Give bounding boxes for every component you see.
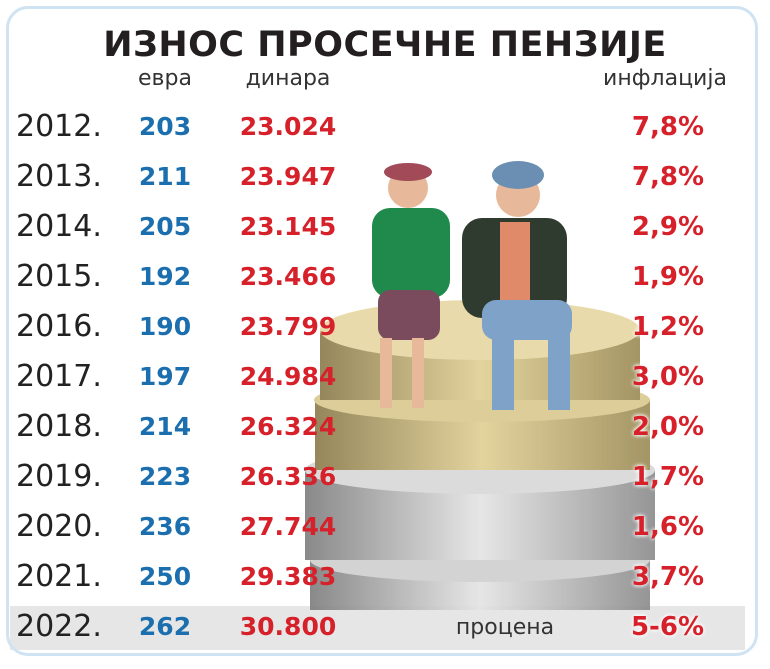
title: ИЗНОС ПРОСЕЧНЕ ПЕНЗИЈЕ [103,25,667,65]
inflation: 7,8% [631,162,704,192]
frame [6,6,758,656]
column-header: евра [138,66,192,91]
pension-eur: 236 [138,512,192,541]
pension-eur: 250 [138,562,192,591]
year: 2015. [16,259,102,294]
pension-eur: 262 [138,612,192,641]
pension-eur: 211 [138,162,192,191]
column-header: динара [245,66,331,91]
inflation: 2,9% [631,212,704,242]
column-header: инфлација [603,66,727,91]
pension-rsd: 23.799 [239,312,337,341]
year: 2021. [16,559,102,594]
pension-rsd: 23.947 [239,162,337,191]
year: 2012. [16,109,102,144]
pension-eur: 205 [138,212,192,241]
inflation: 7,8% [631,112,704,142]
inflation: 1,9% [631,262,704,292]
figures [372,161,572,410]
estimate-label: процена [455,615,555,640]
inflation: 2,0% [631,412,704,442]
coin-stack [305,300,655,610]
pension-rsd: 30.800 [239,612,337,641]
year: 2018. [16,409,102,444]
pension-rsd: 23.024 [239,112,337,141]
year: 2020. [16,509,102,544]
pension-eur: 203 [138,112,192,141]
pension-eur: 223 [138,462,192,491]
pension-rsd: 23.145 [239,212,337,241]
inflation: 3,0% [631,362,704,392]
pension-eur: 214 [138,412,192,441]
year: 2016. [16,309,102,344]
year: 2013. [16,159,102,194]
highlight-row [10,606,745,650]
inflation: 3,7% [631,562,704,592]
year: 2022. [16,609,102,644]
year: 2019. [16,459,102,494]
pension-rsd: 27.744 [239,512,337,541]
inflation: 5-6% [630,612,704,642]
inflation: 1,7% [631,462,704,492]
year: 2014. [16,209,102,244]
pension-eur: 197 [138,362,192,391]
pension-rsd: 29.383 [239,562,337,591]
inflation: 1,6% [631,512,704,542]
pension-rsd: 23.466 [239,262,337,291]
pension-rsd: 26.324 [239,412,337,441]
inflation: 1,2% [631,312,704,342]
pension-eur: 192 [138,262,192,291]
pension-eur: 190 [138,312,192,341]
pension-rsd: 24.984 [239,362,337,391]
pension-rsd: 26.336 [239,462,337,491]
year: 2017. [16,359,102,394]
